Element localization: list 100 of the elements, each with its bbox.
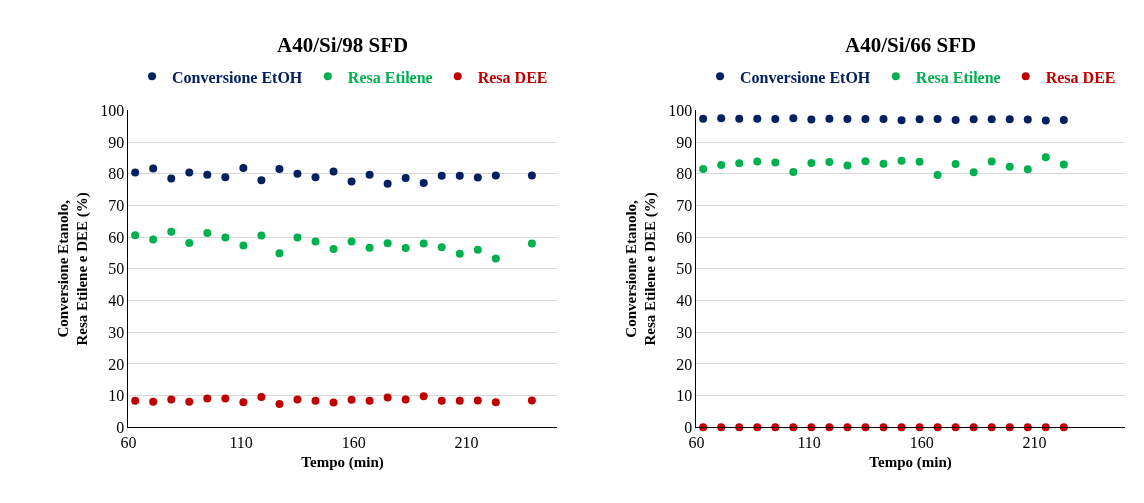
y-tick-label: 50 (108, 260, 125, 278)
point (897, 116, 906, 125)
point (275, 165, 284, 174)
point (527, 396, 536, 405)
y-tick-label: 80 (108, 165, 125, 183)
point (437, 396, 446, 405)
point (365, 396, 374, 405)
point (131, 396, 140, 405)
point (987, 115, 996, 124)
point (455, 396, 464, 405)
x-tick-label: 160 (909, 433, 934, 451)
point (311, 396, 320, 405)
point (771, 158, 780, 167)
y-tick-label: 20 (108, 355, 125, 373)
point (1041, 116, 1050, 125)
point (491, 171, 500, 180)
point (879, 114, 888, 123)
point (347, 177, 356, 186)
point (915, 115, 924, 124)
point (861, 157, 870, 166)
point (185, 238, 194, 247)
y-tick-label: 70 (108, 197, 125, 215)
point (1023, 165, 1032, 174)
point (203, 394, 212, 403)
point (401, 395, 410, 404)
point (455, 171, 464, 180)
x-tick-label: 210 (454, 433, 479, 451)
point (717, 160, 726, 169)
chart-title: A40/Si/66 SFD (845, 33, 977, 57)
point (221, 394, 230, 403)
x-axis-title: Tempo (min) (301, 453, 384, 471)
legend-label: Conversione EtOH (172, 68, 303, 86)
point (473, 173, 482, 182)
legend-label: Resa DEE (477, 68, 548, 86)
point (131, 168, 140, 177)
point (1041, 153, 1050, 162)
point (933, 114, 942, 123)
x-tick-label: 60 (120, 433, 137, 451)
x-axis-title: Tempo (min) (869, 453, 952, 471)
y-tick-label: 10 (676, 387, 693, 405)
point (771, 114, 780, 123)
point (347, 395, 356, 404)
point (473, 245, 482, 254)
point (293, 395, 302, 404)
point (401, 243, 410, 252)
point (419, 178, 428, 187)
point (1059, 115, 1068, 124)
chart-title: A40/Si/98 SFD (277, 33, 409, 57)
point (257, 392, 266, 401)
point (933, 171, 942, 180)
point (149, 397, 158, 406)
x-tick-label: 160 (341, 433, 366, 451)
point (149, 235, 158, 244)
point (717, 114, 726, 123)
point (1059, 423, 1068, 432)
point (401, 173, 410, 182)
point (149, 164, 158, 173)
point (437, 171, 446, 180)
point (825, 158, 834, 167)
point (789, 114, 798, 123)
point (311, 173, 320, 182)
y-tick-label: 20 (676, 355, 693, 373)
point (383, 179, 392, 188)
point (843, 114, 852, 123)
x-tick-label: 110 (229, 433, 253, 451)
point (221, 233, 230, 242)
point (257, 176, 266, 185)
point (311, 237, 320, 246)
point (735, 159, 744, 168)
point (275, 249, 284, 258)
y-tick-label: 60 (676, 228, 693, 246)
point (383, 393, 392, 402)
point (735, 114, 744, 123)
point (293, 169, 302, 178)
point (491, 254, 500, 263)
y-axis-title: Conversione Etanolo, Resa Etilene e DEE (%) (622, 192, 660, 346)
point (879, 159, 888, 168)
y-tick-label: 90 (676, 133, 693, 151)
point (257, 231, 266, 240)
point (699, 423, 708, 432)
point (167, 174, 176, 183)
point (167, 227, 176, 236)
y-axis-title: Conversione Etanolo, Resa Etilene e DEE (%) (54, 192, 92, 346)
point (1023, 115, 1032, 124)
point (789, 167, 798, 176)
point (1005, 162, 1014, 171)
y-tick-label: 40 (108, 292, 125, 310)
point (167, 395, 176, 404)
point (753, 114, 762, 123)
point (329, 244, 338, 253)
point (203, 229, 212, 238)
point (437, 243, 446, 252)
y-tick-label: 0 (116, 418, 125, 436)
point (807, 159, 816, 168)
point (185, 397, 194, 406)
point (473, 396, 482, 405)
point (527, 239, 536, 248)
point (455, 249, 464, 258)
point (951, 115, 960, 124)
y-tick-label: 100 (100, 102, 125, 120)
